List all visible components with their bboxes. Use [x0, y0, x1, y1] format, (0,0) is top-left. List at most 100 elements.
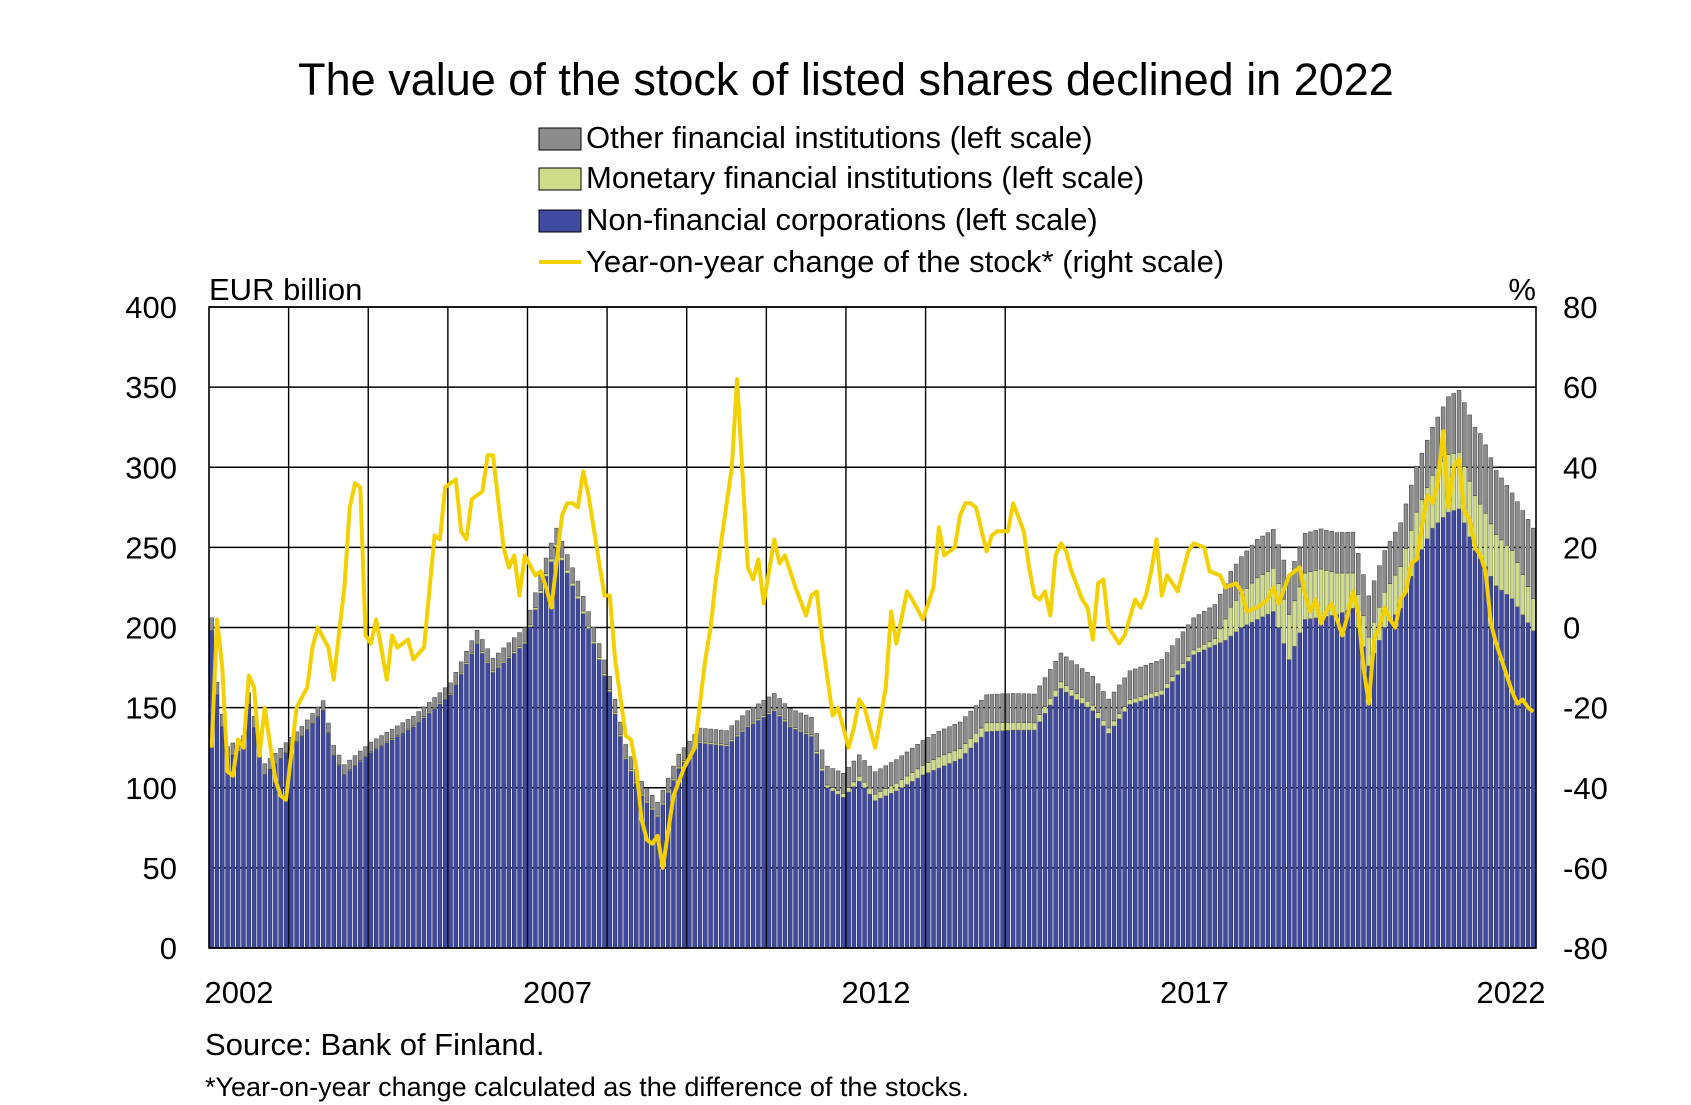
bar-nfc — [1467, 536, 1472, 949]
y-right-tick-label: -20 — [1563, 691, 1608, 726]
bar-ofi — [756, 703, 761, 720]
bar-nfc — [1101, 725, 1106, 949]
bar-ofi — [336, 754, 342, 765]
bar-mfi — [543, 573, 549, 577]
bar-nfc — [697, 742, 703, 949]
bar-nfc — [1175, 674, 1180, 949]
bar-mfi — [926, 762, 931, 773]
bar-nfc — [772, 710, 777, 949]
bar-nfc — [1525, 622, 1531, 949]
bar-nfc — [437, 703, 443, 949]
bar-mfi — [1340, 572, 1345, 613]
bar-nfc — [851, 786, 857, 949]
bar-ofi — [809, 716, 814, 736]
bar-ofi — [1324, 529, 1329, 571]
bar-nfc — [1462, 522, 1467, 949]
bar-ofi — [926, 737, 931, 763]
bar-nfc — [1260, 616, 1265, 949]
bar-ofi — [458, 661, 464, 674]
bar-ofi — [777, 698, 782, 715]
bar-nfc — [830, 790, 835, 949]
bar-ofi — [373, 738, 379, 749]
bar-ofi — [1382, 550, 1387, 593]
bar-ofi — [1217, 593, 1223, 630]
bar-nfc — [1409, 575, 1414, 949]
plot-area — [208, 306, 1537, 949]
bar-ofi — [782, 703, 788, 721]
bar-nfc — [1292, 645, 1297, 949]
bar-nfc — [389, 739, 395, 949]
bar-nfc — [809, 736, 814, 949]
bar-mfi — [936, 756, 942, 769]
bar-mfi — [1286, 614, 1292, 660]
bar-nfc — [225, 758, 230, 949]
bar-nfc — [1085, 706, 1090, 949]
bar-mfi — [862, 781, 867, 788]
bar-ofi — [1525, 519, 1531, 587]
gridlines — [209, 306, 1536, 949]
bar-mfi — [904, 775, 910, 785]
bar-nfc — [1111, 725, 1117, 949]
bar-nfc — [1016, 729, 1021, 949]
bar-ofi — [1509, 492, 1515, 551]
bar-nfc — [862, 787, 867, 949]
bar-ofi — [750, 707, 756, 723]
bar-nfc — [1212, 644, 1218, 949]
bar-nfc — [1271, 611, 1276, 949]
bar-mfi — [565, 569, 570, 574]
bar-nfc — [538, 592, 543, 949]
bar-nfc — [246, 704, 252, 949]
bar-nfc — [336, 765, 342, 949]
bar-ofi — [872, 771, 878, 795]
y-left-tick-label: 50 — [143, 851, 177, 886]
bar-nfc — [872, 800, 878, 949]
bar-mfi — [1483, 512, 1488, 567]
bar-mfi — [1164, 683, 1170, 689]
bar-ofi — [1064, 656, 1069, 686]
bar-ofi — [952, 724, 957, 752]
legend-swatch-nfc — [538, 209, 582, 233]
x-tick-label: 2012 — [841, 975, 910, 1010]
bar-ofi — [910, 747, 915, 773]
bar-nfc — [1324, 616, 1329, 949]
bar-mfi — [984, 722, 989, 732]
bar-nfc — [1170, 681, 1175, 949]
bar-mfi — [538, 590, 543, 594]
bar-nfc — [777, 715, 782, 949]
bar-nfc — [549, 561, 554, 949]
bar-ofi — [1026, 693, 1032, 723]
bar-nfc — [1239, 627, 1244, 949]
bar-ofi — [957, 721, 963, 750]
bar-ofi — [1180, 631, 1186, 664]
bar-ofi — [1202, 610, 1207, 645]
bar-ofi — [851, 760, 857, 783]
bar-ofi — [1148, 663, 1154, 694]
bar-nfc — [1371, 652, 1377, 949]
bar-nfc — [814, 753, 819, 949]
bar-ofi — [1488, 457, 1494, 525]
bar-ofi — [1053, 660, 1058, 691]
bar-nfc — [453, 684, 459, 949]
bar-ofi — [209, 617, 214, 631]
bar-ofi — [1472, 426, 1478, 496]
bar-ofi — [788, 708, 793, 726]
bar-ofi — [1095, 683, 1101, 713]
bar-nfc — [1053, 696, 1058, 949]
bar-ofi — [443, 687, 448, 699]
bar-ofi — [963, 716, 968, 744]
bar-nfc — [825, 787, 830, 949]
bar-mfi — [1138, 696, 1143, 702]
bar-ofi — [761, 700, 766, 716]
bar-nfc — [926, 772, 931, 949]
bar-nfc — [527, 626, 533, 949]
y-left-tick-label: 400 — [125, 290, 177, 325]
bar-mfi — [867, 787, 873, 795]
bar-mfi — [910, 772, 915, 782]
bar-nfc — [1010, 729, 1016, 949]
bar-ofi — [586, 611, 591, 627]
bar-ofi — [527, 609, 533, 626]
bar-ofi — [570, 567, 575, 584]
bar-ofi — [888, 762, 894, 787]
bar-ofi — [379, 735, 384, 746]
bar-mfi — [1504, 544, 1510, 595]
